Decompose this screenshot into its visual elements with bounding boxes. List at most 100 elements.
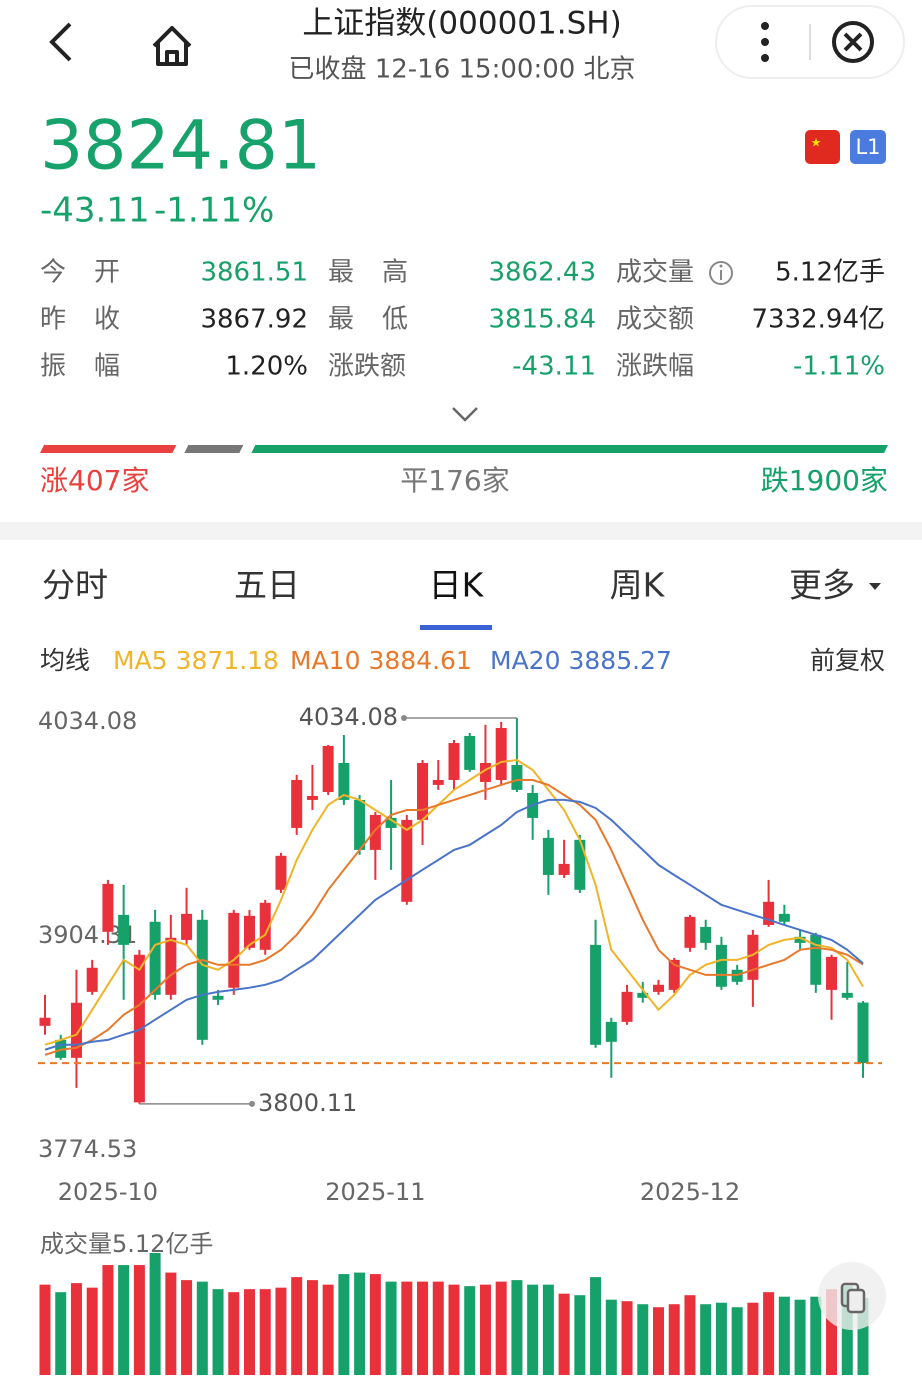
- candle-body: [637, 992, 649, 998]
- candle-body: [700, 926, 712, 943]
- volume-bar: [133, 1265, 145, 1375]
- volume-bar: [558, 1293, 570, 1375]
- candle-body: [794, 936, 806, 943]
- ma-adjust: 前复权: [810, 646, 885, 675]
- copy-button[interactable]: [818, 1262, 886, 1330]
- volume-bar: [794, 1299, 806, 1375]
- candle-body: [417, 762, 429, 820]
- stat-label: 涨跌额: [328, 352, 406, 382]
- volume-bar: [826, 1289, 838, 1375]
- breadth-up: 涨407家: [40, 464, 149, 497]
- ma-name: MA5: [113, 646, 168, 675]
- max-label: 4034.08: [299, 703, 398, 731]
- candle-body: [385, 817, 397, 828]
- candle-body: [212, 995, 224, 1000]
- candle-body: [715, 944, 727, 987]
- tab[interactable]: 日K: [429, 566, 485, 605]
- volume-bar: [275, 1287, 287, 1375]
- candle-body: [86, 967, 98, 992]
- volume-bar: [590, 1277, 602, 1375]
- candle-body: [291, 779, 303, 828]
- stat-label: 成交额: [616, 305, 694, 335]
- tab[interactable]: 更多: [789, 566, 855, 605]
- tab-underline: [420, 625, 492, 630]
- candle-body: [653, 984, 664, 992]
- volume-bar: [810, 1296, 822, 1375]
- candle-body: [590, 944, 602, 1045]
- volume-bar: [39, 1284, 51, 1375]
- candle-body: [542, 837, 554, 875]
- volume-bar: [700, 1304, 712, 1375]
- candle-body: [306, 795, 318, 800]
- volume-bar: [181, 1280, 193, 1375]
- ma-value: 3884.61: [368, 646, 471, 675]
- min-dot: [249, 1100, 255, 1107]
- stat-value: 5.12亿手: [775, 258, 885, 288]
- breadth-bar: [251, 445, 889, 453]
- stat-value: 3862.43: [488, 258, 596, 288]
- volume-bar: [102, 1265, 114, 1375]
- volume-bar: [291, 1277, 303, 1375]
- volume-bar: [306, 1280, 318, 1375]
- info-icon[interactable]: [709, 261, 733, 285]
- candle-body: [668, 959, 680, 990]
- candle-body: [841, 992, 853, 998]
- candle-body: [39, 1017, 51, 1026]
- volume-bar: [448, 1284, 460, 1375]
- ma-line: [44, 758, 864, 1046]
- candle-body: [495, 728, 507, 780]
- svg-text:★: ★: [811, 136, 822, 150]
- ma-name: MA20: [490, 646, 560, 675]
- candle-body: [747, 934, 759, 980]
- stat-value: 7332.94亿: [751, 305, 885, 335]
- ma-line: [44, 798, 864, 1051]
- candle-body: [165, 937, 177, 995]
- breadth-flat: 平176家: [400, 464, 509, 497]
- candle-body: [810, 934, 822, 985]
- volume-bar: [369, 1274, 381, 1375]
- tab[interactable]: 分时: [42, 566, 108, 605]
- volume-bar: [479, 1284, 491, 1375]
- candle-body: [369, 814, 381, 850]
- home-button[interactable]: [152, 26, 192, 66]
- candle-body: [401, 819, 413, 902]
- volume-bar: [511, 1280, 523, 1375]
- candle-body: [196, 919, 208, 1040]
- candle-body: [432, 779, 444, 785]
- stat-value: -1.11%: [793, 352, 885, 382]
- volume-bar: [731, 1307, 743, 1375]
- volume-bar: [70, 1283, 82, 1375]
- volume-bar: [542, 1284, 554, 1375]
- y-tick-label: 3774.53: [38, 1135, 137, 1163]
- candle-body: [322, 746, 334, 793]
- candle-body: [621, 991, 633, 1022]
- more-button[interactable]: [761, 22, 769, 62]
- candle-body: [778, 913, 790, 922]
- volume-bar: [149, 1253, 161, 1375]
- section-gap: [0, 522, 922, 540]
- back-button[interactable]: [49, 22, 72, 62]
- close-button[interactable]: [832, 21, 874, 63]
- candle-body: [70, 1002, 82, 1058]
- candle-body: [448, 743, 460, 780]
- volume-bar: [495, 1281, 507, 1375]
- candle-body: [857, 1002, 869, 1064]
- subtitle: 已收盘 12-16 15:00:00 北京: [288, 55, 635, 85]
- volume-bar: [86, 1287, 98, 1375]
- ma-legend: MA10 3884.61: [290, 646, 472, 675]
- volume-bar: [715, 1302, 727, 1375]
- candle-body: [605, 1021, 617, 1042]
- candle-body: [763, 901, 775, 925]
- volume-bar: [841, 1286, 853, 1375]
- tab[interactable]: 五日: [234, 566, 300, 605]
- volume-bar: [196, 1281, 208, 1375]
- stat-value: 3861.51: [200, 258, 308, 288]
- tab[interactable]: 周K: [610, 566, 666, 605]
- expand-button[interactable]: [452, 407, 478, 422]
- volume-bar: [747, 1302, 759, 1375]
- volume-bar: [417, 1281, 429, 1375]
- breadth-down: 跌1900家: [761, 464, 888, 497]
- volume-bar: [55, 1292, 67, 1375]
- volume-bar: [464, 1286, 476, 1375]
- volume-bar: [778, 1296, 790, 1375]
